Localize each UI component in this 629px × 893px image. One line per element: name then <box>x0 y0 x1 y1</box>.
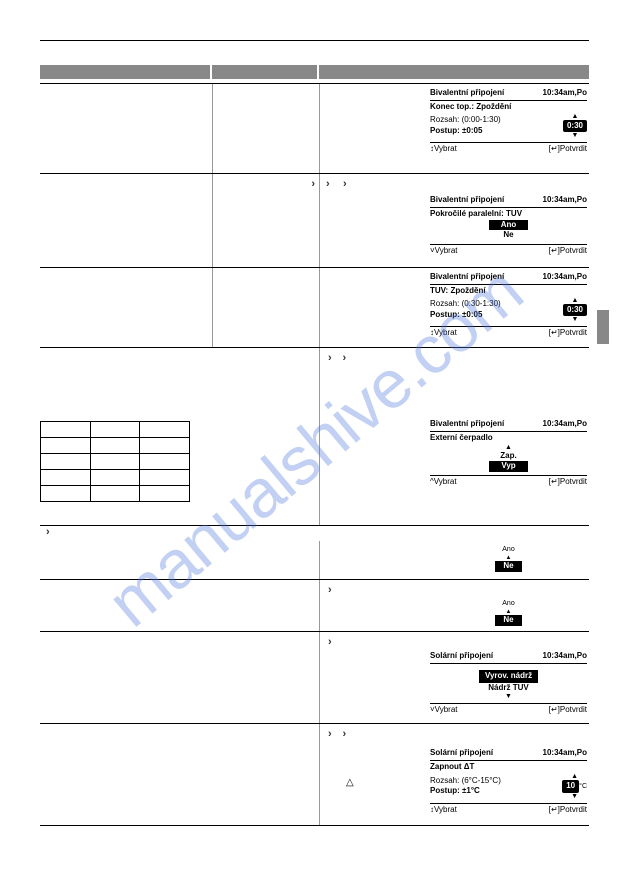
nav-cell <box>319 580 589 595</box>
nav-cell <box>319 724 589 739</box>
warning-icon: △ <box>346 777 354 788</box>
panel-tuv-delay: Bivalentní připojení10:34am,Po TUV: Zpož… <box>430 272 587 339</box>
header-bars <box>40 65 589 79</box>
panel-yesno-2: Ano Ne <box>430 599 587 626</box>
panel-parallel-tuv: Bivalentní připojení10:34am,Po Pokročilé… <box>430 195 587 257</box>
top-rule <box>40 40 589 41</box>
mini-table <box>40 421 190 502</box>
nav-cell <box>40 526 212 541</box>
nav-cell <box>212 174 319 191</box>
nav-cell <box>319 632 589 647</box>
panel-ext-pump: Bivalentní připojení10:34am,Po Externí č… <box>430 419 587 488</box>
panel-solar-tank: Solární připojení10:34am,Po Vyrov. nádrž… <box>430 651 587 716</box>
nav-cell <box>319 348 589 365</box>
panel-yesno-1: Ano Ne <box>430 545 587 572</box>
nav-cell <box>319 174 589 191</box>
panel-bivalent-delay-1: Bivalentní připojení10:34am,Po Konec top… <box>430 88 587 155</box>
panel-solar-dt: Solární připojení10:34am,Po Zapnout ΔT R… <box>430 748 587 815</box>
